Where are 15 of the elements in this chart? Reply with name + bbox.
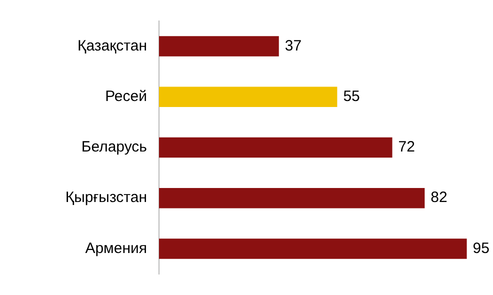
data-label: 55 [343,88,360,106]
data-label: 95 [472,240,490,257]
bar [159,86,338,108]
y-tick-label: Армения [85,240,147,257]
bar [159,238,467,259]
y-tick-label: Беларусь [81,138,148,156]
data-label: 72 [398,138,415,156]
bar [159,188,425,208]
y-tick-label: Қырғызстан [65,189,147,206]
data-label: 82 [430,189,448,206]
bar [159,36,279,56]
bar [159,137,392,158]
data-label: 37 [284,37,302,54]
y-tick-label: Ресей [105,88,147,106]
y-tick-label: Қазақстан [77,37,147,54]
